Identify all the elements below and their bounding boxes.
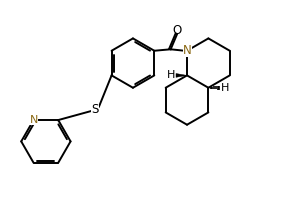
Text: S: S: [91, 103, 99, 116]
Text: O: O: [173, 24, 182, 37]
Polygon shape: [176, 74, 187, 77]
Text: H: H: [167, 70, 175, 80]
Text: N: N: [183, 44, 191, 57]
Text: H: H: [221, 83, 230, 93]
Text: N: N: [29, 115, 38, 125]
